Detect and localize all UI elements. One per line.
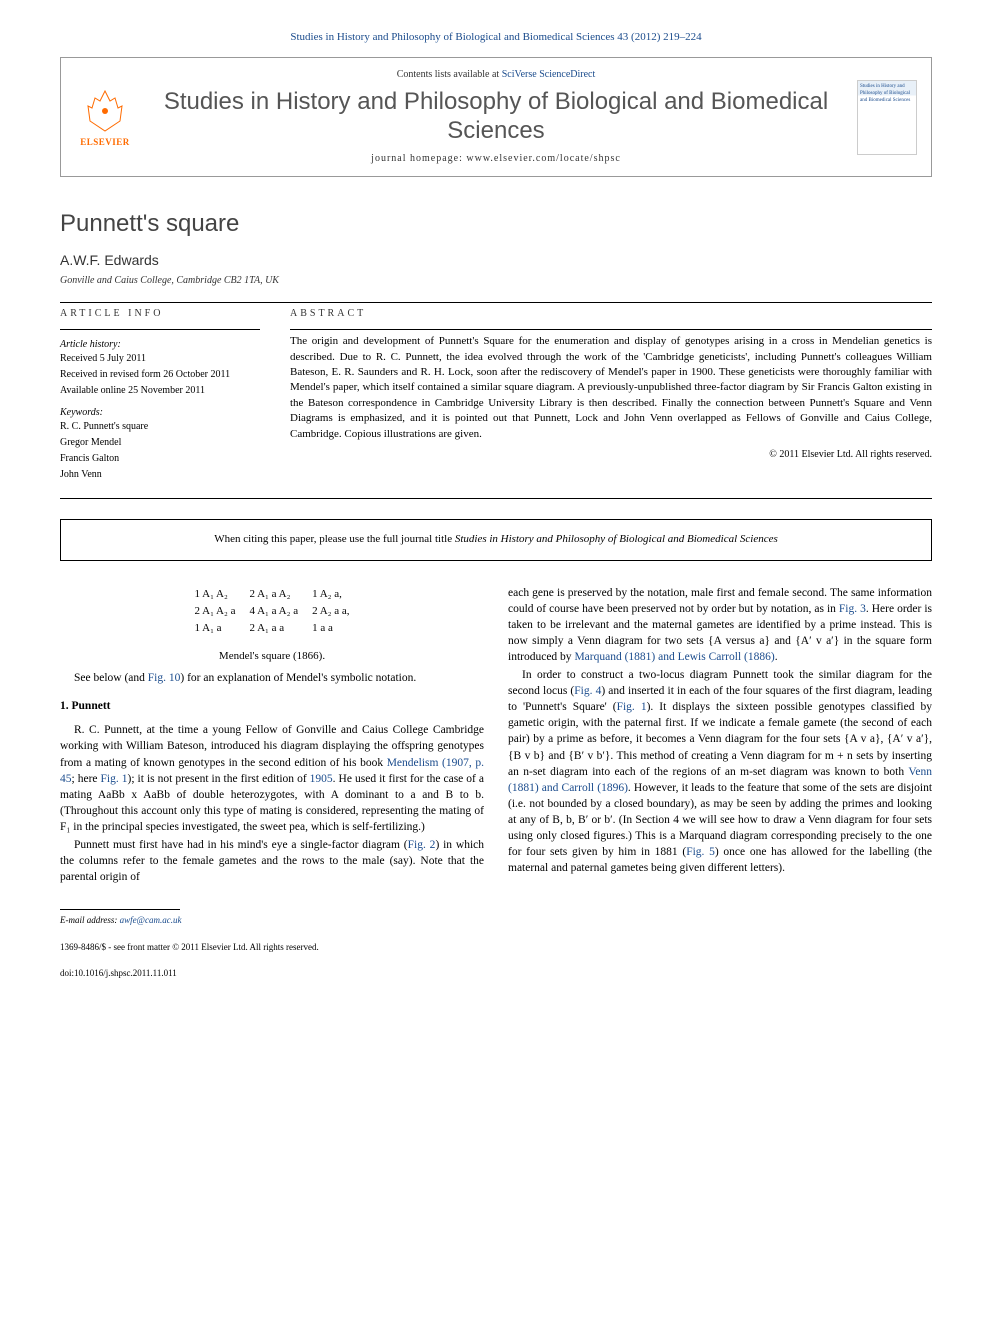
cell: 2 A₁ a A₂ <box>249 587 298 602</box>
cell: 1 A₁ A₂ <box>194 587 235 602</box>
author-affiliation: Gonville and Caius College, Cambridge CB… <box>60 274 932 288</box>
paragraph: Punnett must first have had in his mind'… <box>60 837 484 885</box>
cell: 1 a a <box>312 621 349 636</box>
cell: 4 A₁ a A₂ a <box>249 604 298 619</box>
journal-title: Studies in History and Philosophy of Bio… <box>149 88 843 146</box>
keyword: Francis Galton <box>60 452 260 466</box>
sciencedirect-link[interactable]: SciVerse ScienceDirect <box>502 69 596 80</box>
article-info-heading: article info <box>60 307 260 321</box>
table-row: 1 A₁ A₂ 2 A₁ a A₂ 1 A₂ a, <box>194 587 349 602</box>
divider <box>290 329 932 330</box>
info-abstract-block: article info Article history: Received 5… <box>60 307 932 484</box>
fig3-link[interactable]: Fig. 3 <box>839 603 866 615</box>
homepage-label: journal homepage: <box>371 153 466 164</box>
received-date: Received 5 July 2011 <box>60 352 260 366</box>
table-row: 2 A₁ A₂ a 4 A₁ a A₂ a 2 A₂ a a, <box>194 604 349 619</box>
history-label: Article history: <box>60 338 260 352</box>
contents-line: Contents lists available at SciVerse Sci… <box>149 68 843 82</box>
cite-title: Studies in History and Philosophy of Bio… <box>455 533 778 545</box>
header-center: Contents lists available at SciVerse Sci… <box>149 68 843 166</box>
email-footnote: E-mail address: awfe@cam.ac.uk <box>60 914 484 927</box>
abstract-column: abstract The origin and development of P… <box>290 307 932 484</box>
cell: 2 A₁ A₂ a <box>194 604 235 619</box>
online-date: Available online 25 November 2011 <box>60 384 260 398</box>
text: Punnett must first have had in his mind'… <box>74 839 408 851</box>
doi-line: doi:10.1016/j.shpsc.2011.11.011 <box>60 967 484 980</box>
copyright-line: © 2011 Elsevier Ltd. All rights reserved… <box>290 448 932 462</box>
keyword: R. C. Punnett's square <box>60 420 260 434</box>
journal-header: ELSEVIER Contents lists available at Sci… <box>60 57 932 177</box>
year1905-link[interactable]: 1905 <box>310 773 333 785</box>
note-pre: See below (and <box>74 672 148 684</box>
homepage-line: journal homepage: www.elsevier.com/locat… <box>149 152 843 166</box>
keywords-label: Keywords: <box>60 406 260 420</box>
issn-line: 1369-8486/$ - see front matter © 2011 El… <box>60 941 484 954</box>
homepage-url: www.elsevier.com/locate/shpsc <box>466 153 620 164</box>
right-column: each gene is preserved by the notation, … <box>508 585 932 980</box>
divider <box>60 498 932 499</box>
journal-reference: Studies in History and Philosophy of Bio… <box>60 30 932 45</box>
publisher-logo: ELSEVIER <box>75 82 135 152</box>
section-1-heading: 1. Punnett <box>60 698 484 714</box>
note-post: ) for an explanation of Mendel's symboli… <box>180 672 416 684</box>
left-column: 1 A₁ A₂ 2 A₁ a A₂ 1 A₂ a, 2 A₁ A₂ a 4 A₁… <box>60 585 484 980</box>
fig5-link[interactable]: Fig. 5 <box>686 846 715 858</box>
paragraph: R. C. Punnett, at the time a young Fello… <box>60 722 484 835</box>
citation-note-box: When citing this paper, please use the f… <box>60 519 932 560</box>
keyword: Gregor Mendel <box>60 436 260 450</box>
body-columns: 1 A₁ A₂ 2 A₁ a A₂ 1 A₂ a, 2 A₁ A₂ a 4 A₁… <box>60 585 932 980</box>
divider <box>60 329 260 330</box>
mendel-note: See below (and Fig. 10) for an explanati… <box>60 670 484 686</box>
text: ); it is not present in the first editio… <box>128 773 310 785</box>
text: . <box>775 651 778 663</box>
contents-prefix: Contents lists available at <box>397 69 502 80</box>
fig1-link[interactable]: Fig. 1 <box>617 701 647 713</box>
revised-date: Received in revised form 26 October 2011 <box>60 368 260 382</box>
footnote-separator <box>60 909 180 910</box>
email-label: E-mail address: <box>60 915 120 925</box>
table-row: 1 A₁ a 2 A₁ a a 1 a a <box>194 621 349 636</box>
divider <box>60 302 932 303</box>
cell: 2 A₂ a a, <box>312 604 349 619</box>
paragraph: each gene is preserved by the notation, … <box>508 585 932 665</box>
paragraph: In order to construct a two-locus diagra… <box>508 667 932 876</box>
abstract-text: The origin and development of Punnett's … <box>290 334 932 442</box>
article-info-column: article info Article history: Received 5… <box>60 307 260 484</box>
abstract-heading: abstract <box>290 307 932 321</box>
publisher-name: ELSEVIER <box>80 136 130 149</box>
cell: 1 A₂ a, <box>312 587 349 602</box>
cell: 1 A₁ a <box>194 621 235 636</box>
fig2-link[interactable]: Fig. 2 <box>408 839 436 851</box>
fig4-link[interactable]: Fig. 4 <box>574 685 601 697</box>
fig10-link[interactable]: Fig. 10 <box>148 672 181 684</box>
cell: 2 A₁ a a <box>249 621 298 636</box>
text: ; here <box>72 773 101 785</box>
email-link[interactable]: awfe@cam.ac.uk <box>120 915 182 925</box>
journal-cover-thumbnail: Studies in History and Philosophy of Bio… <box>857 80 917 155</box>
cite-prefix: When citing this paper, please use the f… <box>214 533 455 545</box>
keyword: John Venn <box>60 468 260 482</box>
article-title: Punnett's square <box>60 207 932 241</box>
author-name: A.W.F. Edwards <box>60 251 932 271</box>
mendel-caption: Mendel's square (1866). <box>60 649 484 664</box>
mendel-square-table: 1 A₁ A₂ 2 A₁ a A₂ 1 A₂ a, 2 A₁ A₂ a 4 A₁… <box>180 585 363 639</box>
marquand-carroll-link[interactable]: Marquand (1881) and Lewis Carroll (1886) <box>574 651 774 663</box>
fig1-link[interactable]: Fig. 1 <box>101 773 128 785</box>
